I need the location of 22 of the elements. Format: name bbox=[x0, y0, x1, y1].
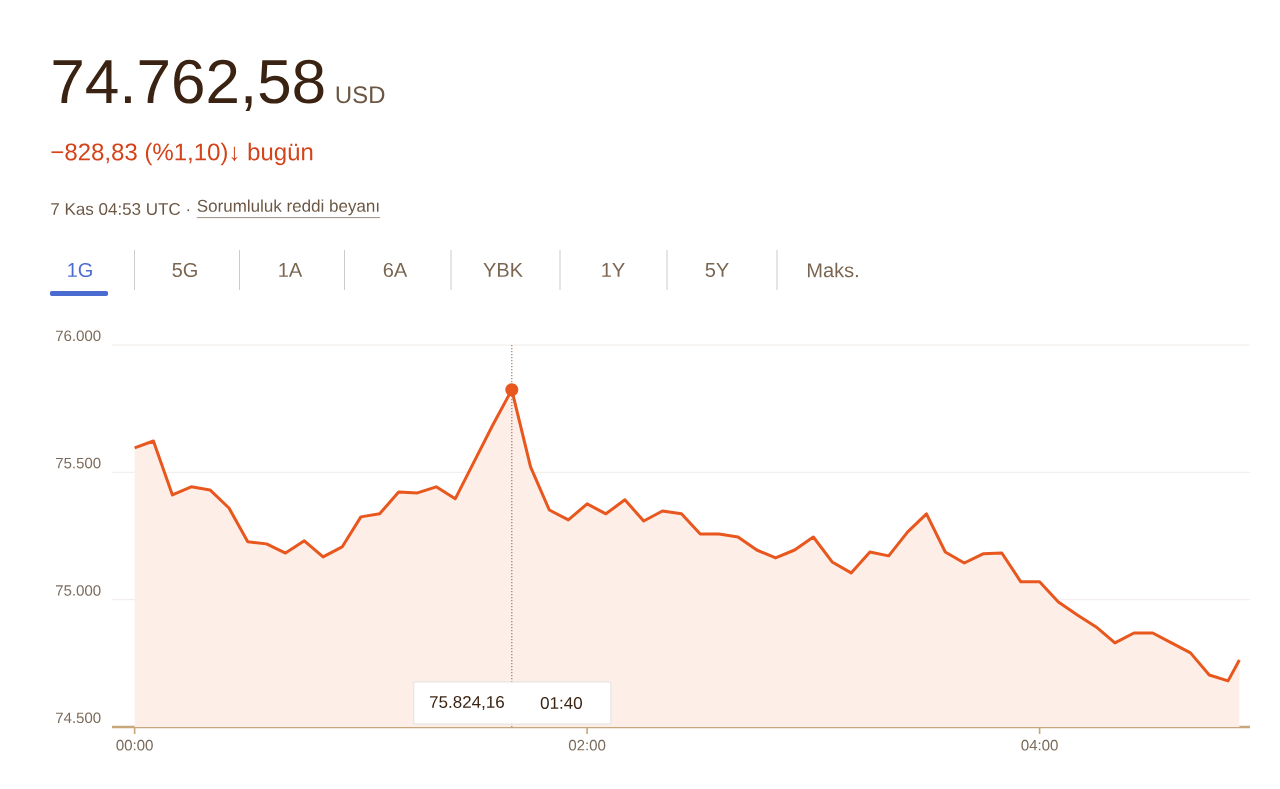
text: Maks. bbox=[807, 262, 858, 278]
x-tick-label: 04:00 bbox=[1021, 739, 1058, 751]
text: Sorumluluk reddi beyanı bbox=[197, 199, 379, 216]
text: 5Y bbox=[705, 263, 729, 277]
text: USD bbox=[336, 86, 385, 104]
text: 1Y bbox=[602, 263, 625, 277]
text: 5G bbox=[172, 262, 197, 278]
annotation: 01:40 bbox=[540, 696, 582, 709]
annotation: 75.824,16 bbox=[429, 695, 504, 710]
text: 1G bbox=[68, 262, 92, 278]
text: 6A bbox=[383, 262, 408, 278]
text: 7 Kas 04:53 UTC · bbox=[51, 202, 190, 215]
x-tick-label: 00:00 bbox=[116, 739, 153, 751]
y-tick-label: 74.500 bbox=[56, 712, 101, 724]
y-tick-label: 75.000 bbox=[56, 585, 101, 596]
y-tick-label: 75.500 bbox=[56, 457, 101, 469]
chart-subtitle: −828,83 (%1,10)↓ bugün bbox=[51, 142, 313, 166]
x-tick-label: 02:00 bbox=[568, 739, 606, 751]
text: 1A bbox=[279, 263, 303, 277]
chart-title: 74.762,58 bbox=[53, 59, 324, 111]
y-tick-label: 76.000 bbox=[56, 330, 101, 342]
text: YBK bbox=[483, 263, 523, 277]
